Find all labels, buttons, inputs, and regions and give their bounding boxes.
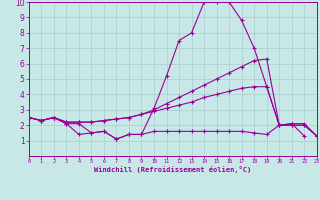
X-axis label: Windchill (Refroidissement éolien,°C): Windchill (Refroidissement éolien,°C) bbox=[94, 166, 252, 173]
